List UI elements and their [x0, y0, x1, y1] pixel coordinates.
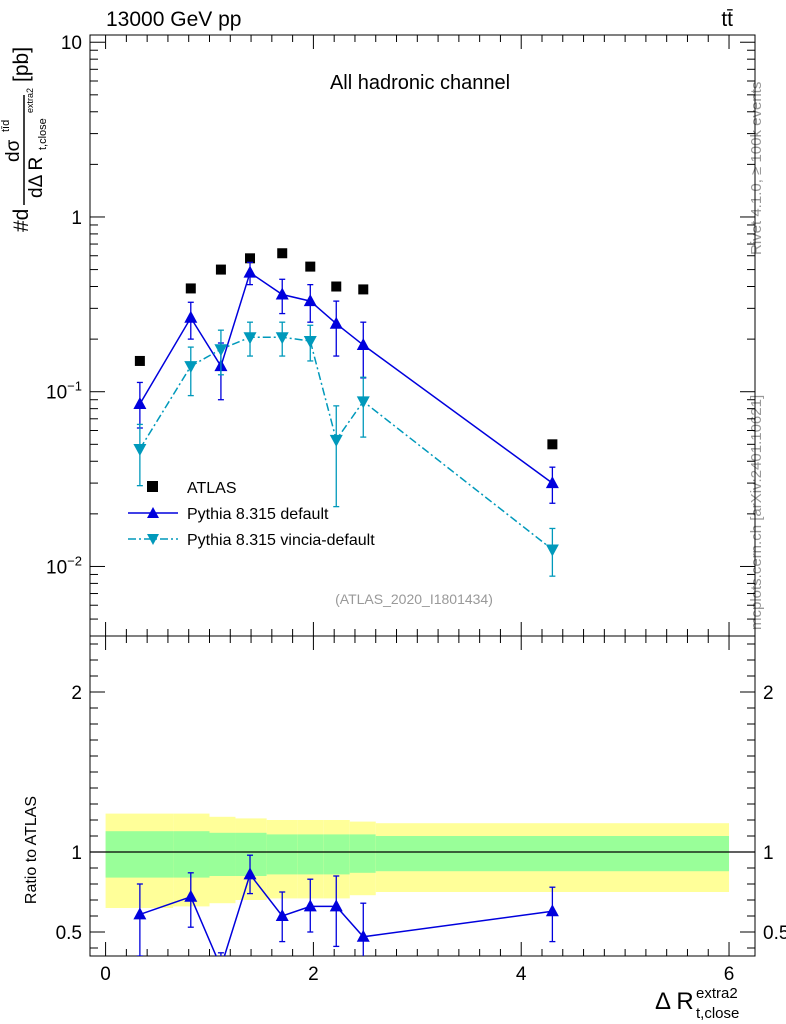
main-ylabel-num-sup: tīd: [0, 120, 12, 132]
xtick-label: 0: [100, 964, 111, 985]
ratio-axes: 0.5 0.5 1 1 2 2 0 2 4 6: [56, 636, 786, 985]
xtick-label: 6: [724, 964, 735, 985]
legend-label-default: Pythia 8.315 default: [187, 506, 329, 523]
atlas-data-point: [277, 248, 288, 259]
series-2-point: [133, 444, 147, 457]
ratio-ytick-label-left: 2: [71, 683, 82, 704]
series-1-point: [275, 287, 289, 300]
side-text-top: Rivet 4.1.0, ≥ 100k events: [748, 82, 765, 255]
legend-marker-vincia: [147, 534, 159, 545]
ratio-ytick-label-right: 2: [763, 683, 774, 704]
ratio-point: [545, 904, 559, 917]
legend-marker-default: [147, 507, 159, 518]
analysis-id: (ATLAS_2020_I1801434): [335, 591, 493, 607]
series-2-point: [545, 544, 559, 557]
ratio-inner-band-segment: [323, 834, 350, 875]
ratio-ytick-label-left: 0.5: [56, 923, 82, 944]
series-line-1: [139, 271, 553, 484]
xlabel-sup: extra2: [696, 985, 738, 1002]
series-2-point: [329, 434, 343, 447]
ratio-inner-band-segment: [349, 834, 376, 873]
series-1-point: [243, 265, 257, 278]
xtick-label: 4: [516, 964, 527, 985]
series-2-point: [275, 332, 289, 345]
ratio-inner-band-segment: [105, 831, 174, 878]
xlabel-main: Δ R: [655, 988, 694, 1015]
main-ylabel-den: dΔ R: [26, 157, 47, 198]
process-label: tt̄: [721, 8, 733, 31]
legend-label-vincia: Pythia 8.315 vincia-default: [187, 532, 375, 549]
main-ytick-label: 10−2: [46, 553, 82, 578]
main-ylabel-num: dσ: [3, 139, 24, 162]
main-ylabel-unit: [pb]: [10, 47, 33, 82]
atlas-data-point: [215, 264, 226, 275]
main-axes: 10−2 10−1 1 10: [46, 33, 755, 637]
ratio-point: [214, 960, 227, 972]
legend: ATLAS Pythia 8.315 default Pythia 8.315 …: [128, 480, 375, 549]
xlabel-sub: t,close: [696, 1005, 739, 1022]
x-axis-label: Δ R extra2 t,close: [655, 985, 739, 1022]
atlas-data-point: [245, 253, 256, 264]
series-2-point: [214, 344, 228, 357]
legend-marker-atlas: [147, 481, 158, 492]
ratio-frame: [89, 635, 756, 957]
ratio-point: [133, 907, 147, 920]
ratio-point: [243, 867, 257, 880]
series-1-point: [184, 310, 198, 323]
ratio-ylabel: Ratio to ATLAS: [23, 796, 40, 904]
ratio-inner-band-segment: [375, 836, 730, 872]
series-1-point: [133, 397, 147, 410]
main-ytick-label: 10−1: [46, 379, 82, 404]
series-2-point: [356, 396, 370, 409]
series-2-point: [243, 332, 257, 345]
ratio-inner-band-segment: [209, 832, 236, 876]
atlas-data-point: [547, 439, 558, 450]
series-2-point: [184, 361, 198, 374]
series-1-point: [356, 338, 370, 351]
ratio-point: [184, 889, 198, 902]
main-ylabel: #d dσ tīd dΔ R t,close extra2 [pb]: [0, 47, 49, 232]
ratio-ytick-label-right: 0.5: [763, 923, 786, 944]
atlas-data-point: [331, 281, 342, 292]
ratio-ytick-label-left: 1: [71, 843, 82, 864]
main-ytick-label: 1: [71, 208, 82, 229]
main-ylabel-den-sup: extra2: [25, 88, 35, 113]
ratio-inner-band-segment: [297, 834, 324, 875]
series-1-point: [303, 294, 317, 307]
main-data-layer: [133, 248, 559, 577]
ratio-data-layer: [133, 854, 559, 972]
atlas-data-point: [134, 355, 145, 366]
ratio-inner-band-segment: [266, 834, 298, 875]
ratio-uncertainty-bands: [90, 813, 755, 908]
main-ylabel-den-sub: t,close: [37, 118, 49, 150]
ratio-point: [275, 909, 289, 921]
ratio-point: [329, 899, 343, 912]
ratio-point: [303, 899, 317, 912]
ratio-ytick-label-right: 1: [763, 843, 774, 864]
atlas-data-point: [358, 284, 369, 295]
series-2-point: [303, 336, 317, 349]
main-ylabel-prefix: #d: [10, 209, 33, 232]
series-1-point: [329, 316, 343, 329]
ratio-inner-band-segment: [173, 831, 210, 878]
xtick-label: 2: [308, 964, 319, 985]
series-1-point: [545, 476, 559, 489]
main-ytick-label: 10: [61, 33, 82, 54]
energy-label: 13000 GeV pp: [106, 8, 241, 31]
side-text-bottom: mcplots.cern.ch [arXiv:2401.10621]: [748, 395, 765, 630]
ratio-point: [356, 929, 370, 942]
ratio-inner-band-segment: [235, 832, 267, 876]
atlas-data-point: [305, 261, 316, 272]
atlas-data-point: [185, 283, 196, 294]
legend-label-atlas: ATLAS: [187, 480, 237, 497]
channel-label: All hadronic channel: [330, 72, 510, 94]
